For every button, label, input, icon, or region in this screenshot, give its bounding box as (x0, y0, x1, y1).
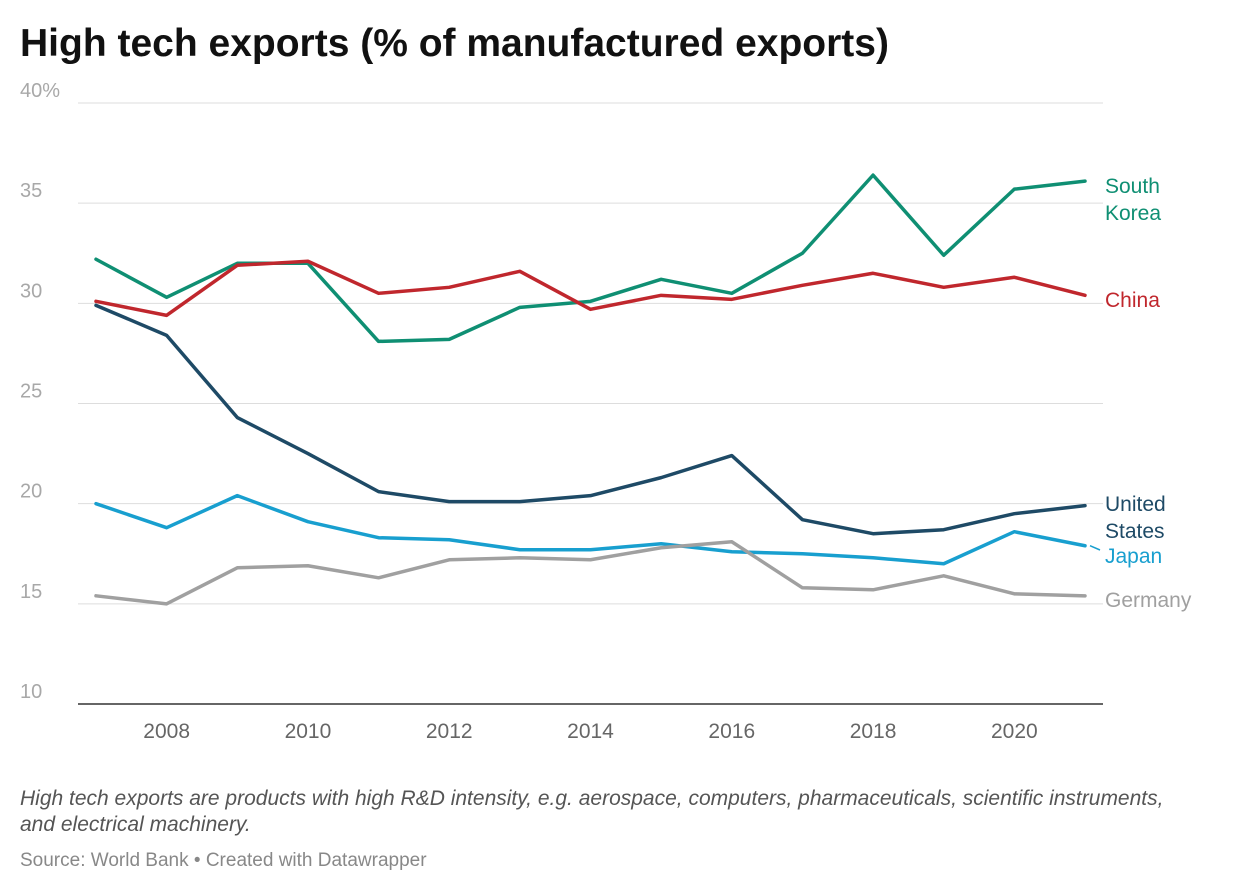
y-tick-label: 30 (20, 280, 42, 302)
x-tick-label: 2010 (285, 720, 332, 743)
series-label-united-states: United States (1105, 493, 1166, 543)
series-label-south-korea: South Korea (1105, 175, 1161, 225)
y-tick-label: 20 (20, 481, 42, 503)
line-chart: 10 15 20 25 30 35 40% 2008 2010 2012 2014 2016 2018 2… (20, 80, 1192, 743)
chart-source: Source: World Bank • Created with Datawr… (20, 850, 427, 871)
series-label-china: China (1105, 289, 1160, 312)
chart-description: High tech exports are products with high… (20, 787, 1164, 836)
x-tick-label: 2018 (850, 720, 897, 743)
chart-title: High tech exports (% of manufactured exp… (20, 22, 889, 65)
y-tick-label: 25 (20, 381, 42, 403)
series-label-germany: Germany (1105, 589, 1192, 612)
x-tick-label: 2016 (708, 720, 755, 743)
y-tick-label: 10 (20, 681, 42, 703)
label-connector-japan (1089, 545, 1101, 551)
y-tick-label: 15 (20, 581, 42, 603)
series-label-japan: Japan (1105, 545, 1162, 568)
x-tick-label: 2008 (143, 720, 190, 743)
x-tick-label: 2014 (567, 720, 614, 743)
y-tick-label: 40% (20, 80, 60, 102)
x-tick-label: 2020 (991, 720, 1038, 743)
series-line-south-korea (94, 173, 1087, 344)
series-line-china (94, 259, 1087, 318)
x-tick-label: 2012 (426, 720, 473, 743)
y-tick-label: 35 (20, 180, 42, 202)
